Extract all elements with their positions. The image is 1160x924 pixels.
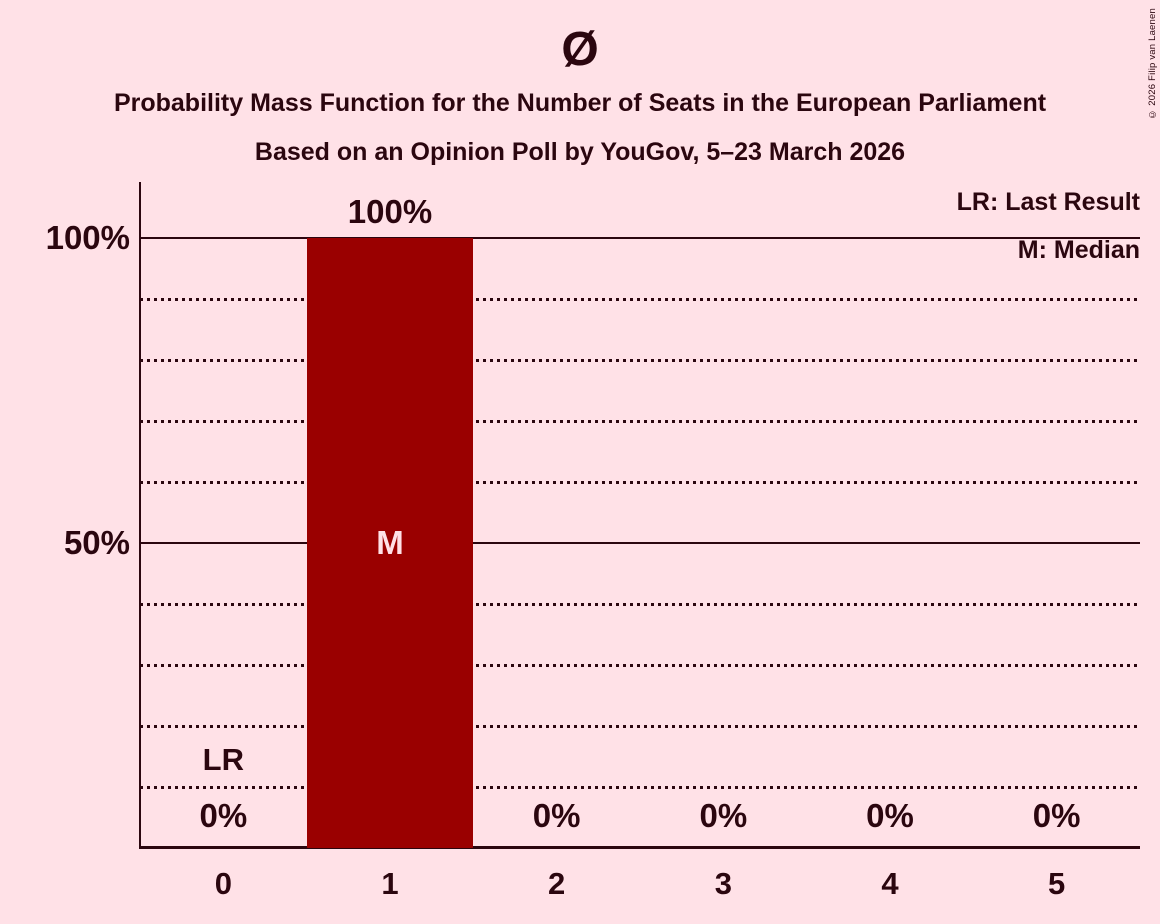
- legend-median: M: Median: [1017, 236, 1140, 264]
- gridline-dotted-20: [140, 725, 1140, 728]
- gridline-solid-50: [140, 542, 1140, 544]
- x-tick-label-1: 1: [381, 866, 399, 901]
- bar-value-label-5: 0%: [1032, 797, 1081, 834]
- chart-subtitle: Probability Mass Function for the Number…: [113, 89, 1047, 117]
- bar-value-label-0: 0%: [199, 797, 248, 834]
- x-tick-label-3: 3: [714, 866, 732, 901]
- gridline-solid-100: [140, 237, 1140, 239]
- x-tick-label-5: 5: [1048, 866, 1066, 901]
- y-axis-tick-50: 50%: [63, 524, 130, 561]
- x-tick-label-2: 2: [548, 866, 566, 901]
- y-axis-line: [139, 182, 141, 848]
- x-tick-label-4: 4: [881, 866, 899, 901]
- gridline-dotted-60: [140, 481, 1140, 484]
- legend-last-result: LR: Last Result: [956, 188, 1140, 216]
- gridline-dotted-10: [140, 786, 1140, 789]
- gridline-dotted-40: [140, 603, 1140, 606]
- bar-value-label-4: 0%: [866, 797, 914, 834]
- chart-title: Ø: [561, 23, 599, 76]
- gridline-dotted-90: [140, 298, 1140, 301]
- bar-value-label-1: 100%: [347, 193, 433, 230]
- gridline-dotted-30: [140, 664, 1140, 667]
- median-marker: M: [376, 524, 404, 561]
- bar-value-label-2: 0%: [532, 797, 581, 834]
- last-result-marker: LR: [202, 742, 244, 777]
- gridline-dotted-70: [140, 420, 1140, 423]
- copyright-notice: © 2026 Filip van Laenen: [1147, 8, 1158, 120]
- x-tick-label-0: 0: [214, 866, 232, 901]
- gridline-dotted-80: [140, 359, 1140, 362]
- bar-value-label-3: 0%: [699, 797, 748, 834]
- y-axis-tick-100: 100%: [45, 219, 130, 256]
- chart-poll-info: Based on an Opinion Poll by YouGov, 5–23…: [254, 138, 906, 166]
- bar-seats-1: [306, 238, 474, 848]
- x-axis-line: [139, 846, 1140, 849]
